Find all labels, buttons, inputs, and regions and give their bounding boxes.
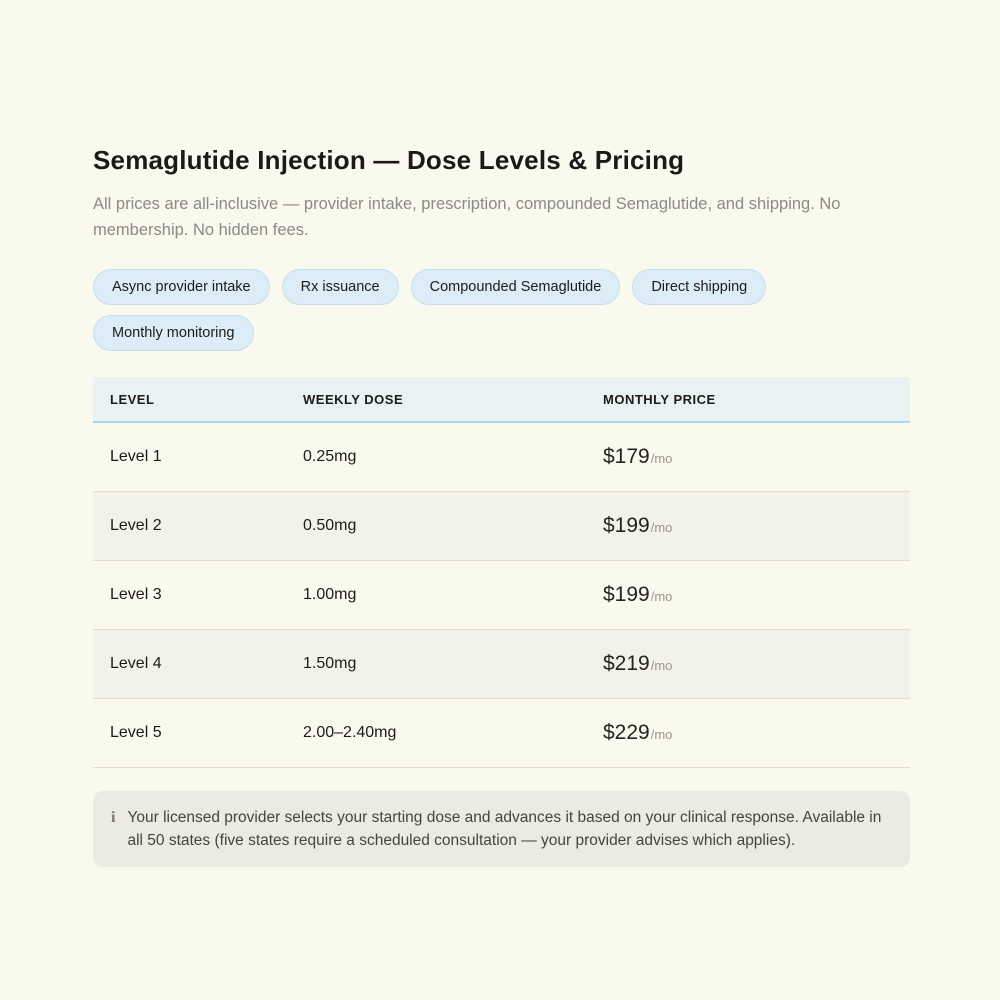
table-row: Level 5 2.00–2.40mg $229/mo <box>93 698 910 768</box>
chip-rx-issuance: Rx issuance <box>281 269 399 305</box>
level-cell: Level 3 <box>93 560 303 630</box>
feature-chip-list: Async provider intake Rx issuance Compou… <box>93 269 910 351</box>
level-cell: Level 5 <box>93 698 303 768</box>
level-cell: Level 2 <box>93 491 303 561</box>
price-value: $219 <box>603 651 650 675</box>
price-cell: $179/mo <box>603 422 910 492</box>
chip-async-provider-intake: Async provider intake <box>93 269 270 305</box>
level-cell: Level 4 <box>93 629 303 699</box>
info-icon: i <box>111 808 116 826</box>
price-period: /mo <box>650 588 673 604</box>
page-subtitle: All prices are all-inclusive — provider … <box>93 195 841 239</box>
price-period: /mo <box>650 519 673 535</box>
page-title: Semaglutide Injection — Dose Levels & Pr… <box>93 145 685 175</box>
price-cell: $199/mo <box>603 491 910 561</box>
pricing-page: Semaglutide Injection — Dose Levels & Pr… <box>93 145 910 867</box>
price-period: /mo <box>650 450 673 466</box>
dose-pricing-table: LEVEL WEEKLY DOSE MONTHLY PRICE Level 1 … <box>93 377 910 768</box>
dose-cell: 1.00mg <box>303 560 603 630</box>
price-cell: $199/mo <box>603 560 910 630</box>
price-cell: $229/mo <box>603 698 910 768</box>
price-value: $229 <box>603 720 650 744</box>
column-header-monthly-price: MONTHLY PRICE <box>603 377 910 423</box>
price-value: $199 <box>603 582 650 606</box>
table-row: Level 1 0.25mg $179/mo <box>93 422 910 492</box>
price-value: $179 <box>603 444 650 468</box>
price-period: /mo <box>650 726 673 742</box>
level-cell: Level 1 <box>93 422 303 492</box>
price-cell: $219/mo <box>603 629 910 699</box>
price-value: $199 <box>603 513 650 537</box>
column-header-weekly-dose: WEEKLY DOSE <box>303 377 603 423</box>
column-header-level: LEVEL <box>93 377 303 423</box>
dose-cell: 2.00–2.40mg <box>303 698 603 768</box>
dose-cell: 1.50mg <box>303 629 603 699</box>
dose-cell: 0.25mg <box>303 422 603 492</box>
table-row: Level 2 0.50mg $199/mo <box>93 491 910 561</box>
price-period: /mo <box>650 657 673 673</box>
chip-direct-shipping: Direct shipping <box>632 269 767 305</box>
availability-note: i Your licensed provider selects your st… <box>93 790 910 867</box>
chip-compounded-semaglutide: Compounded Semaglutide <box>410 269 621 305</box>
table-row: Level 4 1.50mg $219/mo <box>93 629 910 699</box>
availability-note-text: Your licensed provider selects your star… <box>127 808 882 849</box>
dose-cell: 0.50mg <box>303 491 603 561</box>
chip-monthly-monitoring: Monthly monitoring <box>93 315 254 351</box>
table-row: Level 3 1.00mg $199/mo <box>93 560 910 630</box>
table-header-row: LEVEL WEEKLY DOSE MONTHLY PRICE <box>93 377 910 423</box>
